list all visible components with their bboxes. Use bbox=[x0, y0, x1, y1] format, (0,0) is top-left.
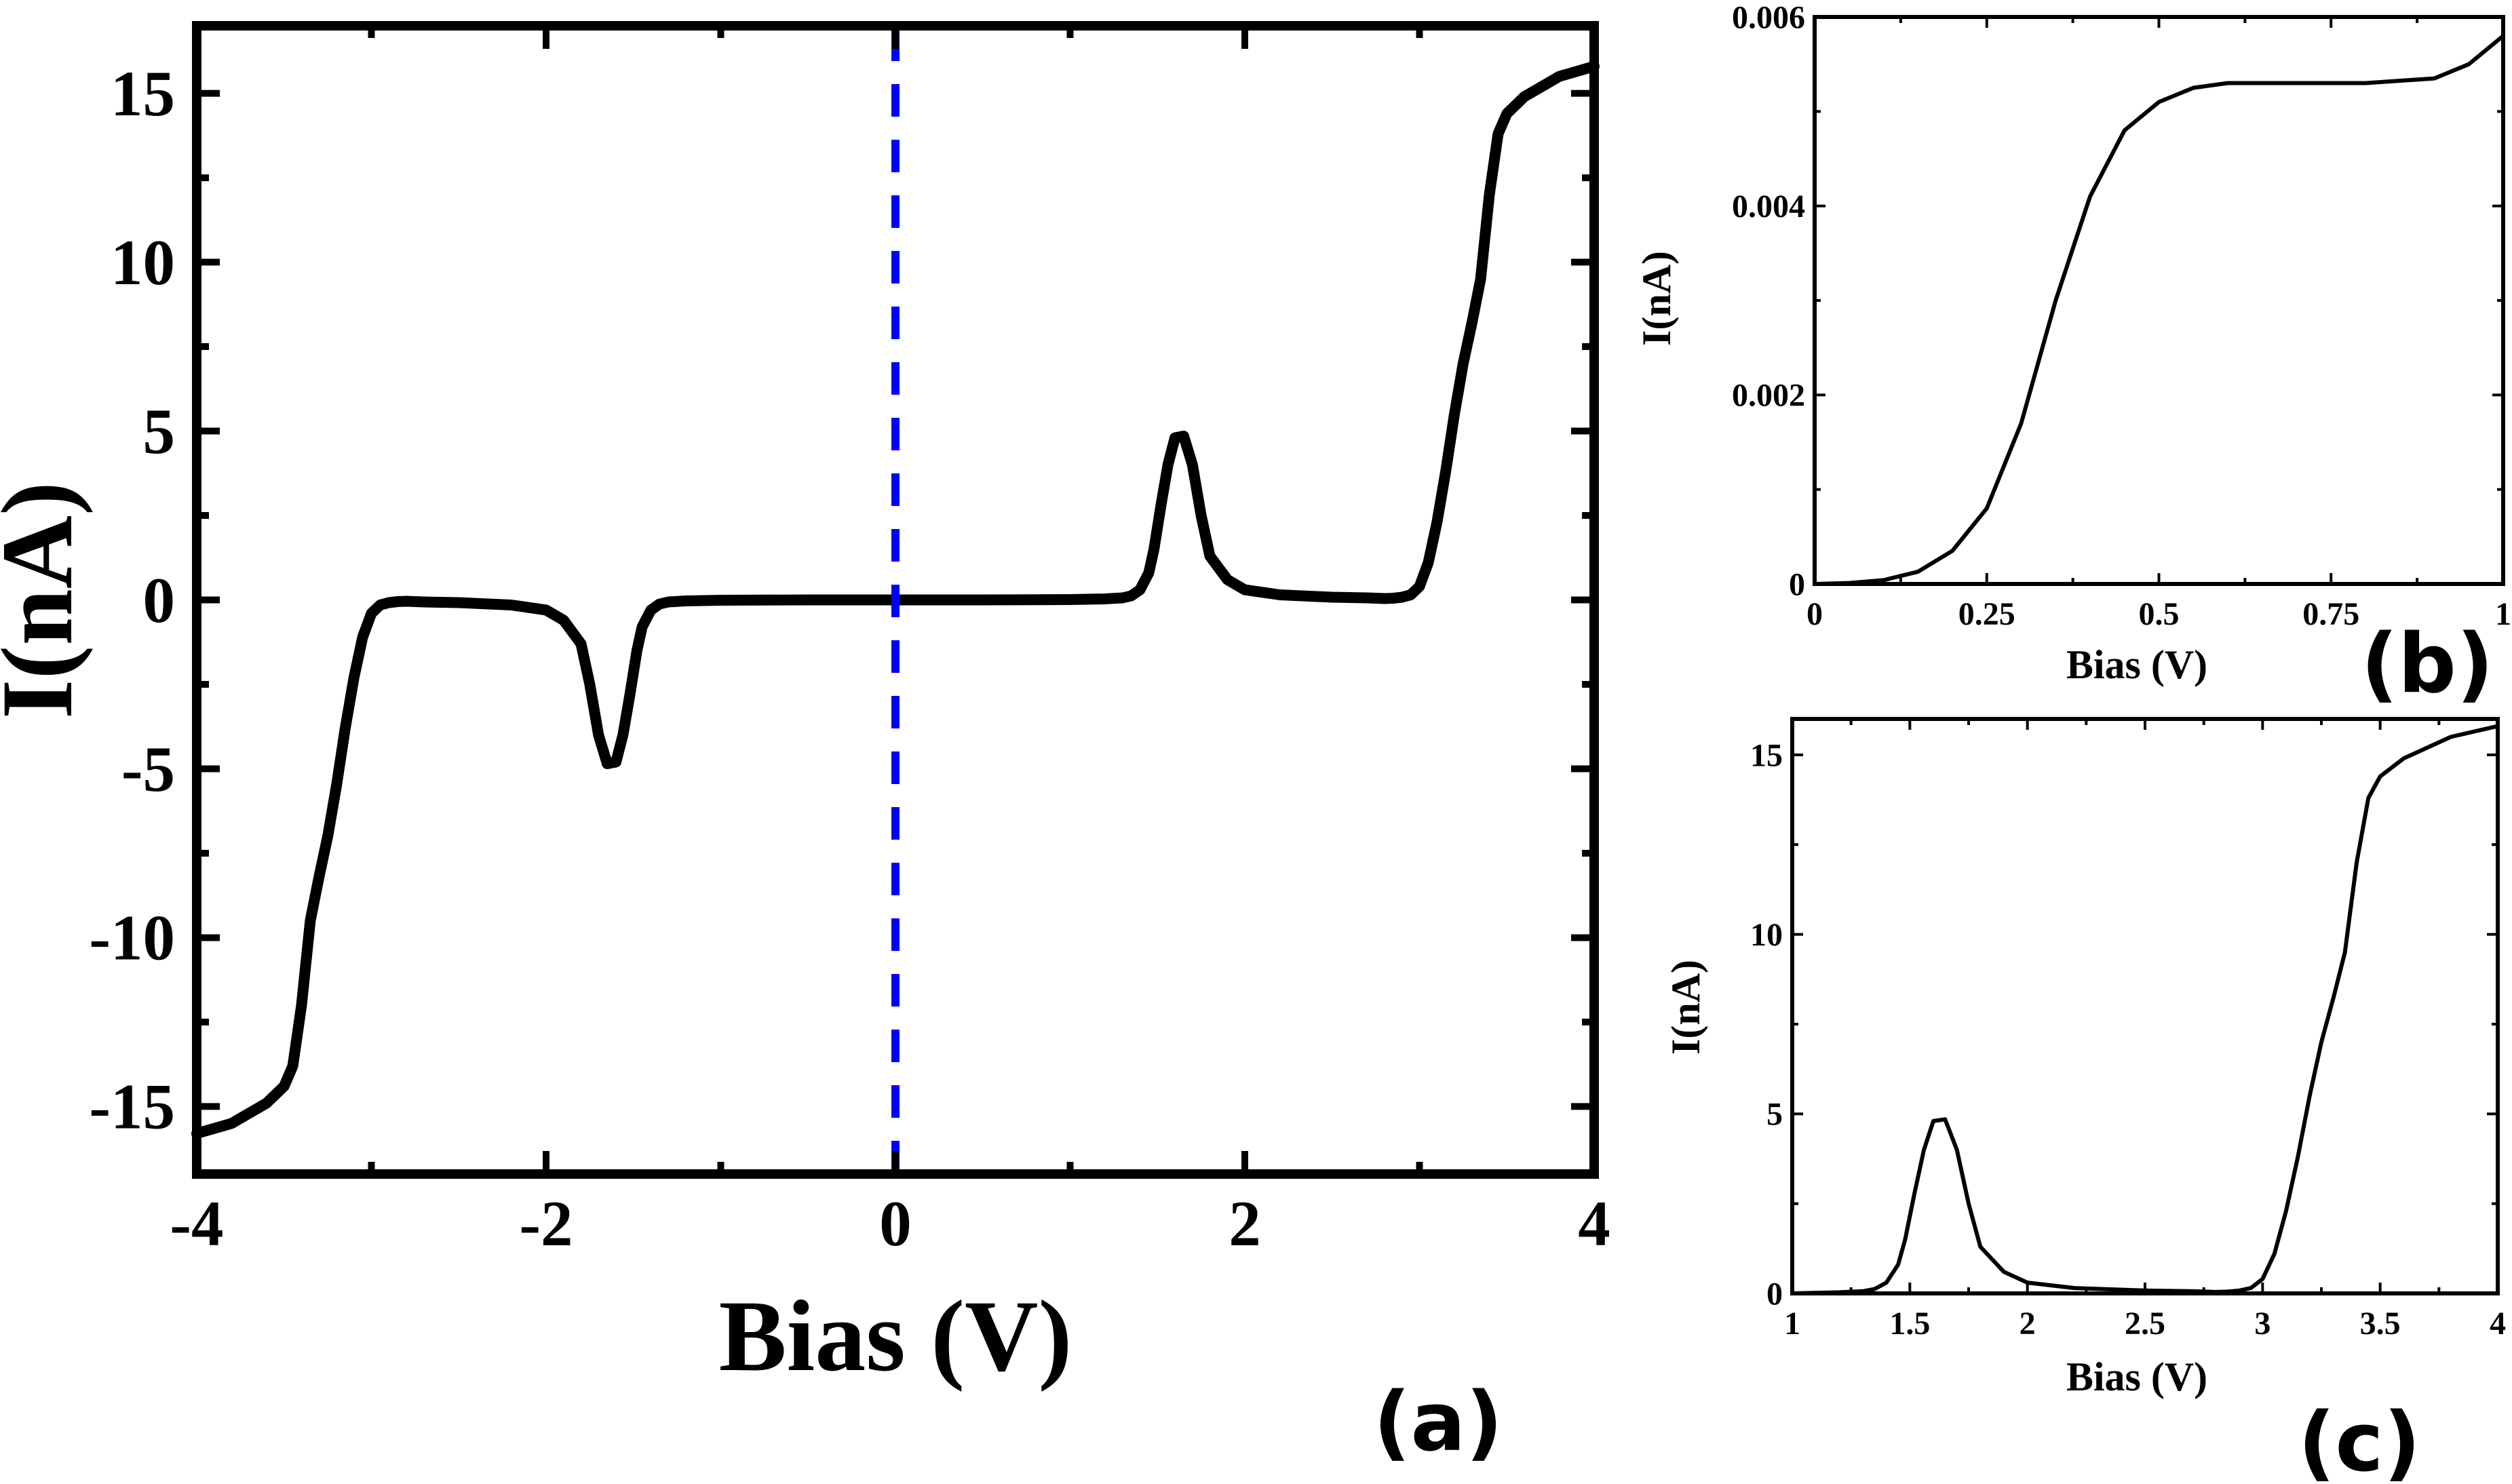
panel-c-frame bbox=[1790, 717, 2500, 1295]
panel-c-ytick-label: 10 bbox=[1750, 917, 1783, 953]
panel-a-xlabel: Bias (V) bbox=[719, 1280, 1073, 1392]
panel-c-xtick-label: 2.5 bbox=[2125, 1306, 2165, 1342]
panel-b-ytick-label: 0 bbox=[1789, 566, 1805, 602]
panel-b-ytick-label: 0.004 bbox=[1732, 189, 1805, 224]
panel-a-ytick-label: 0 bbox=[143, 564, 176, 636]
panel-a-ytick-label: 5 bbox=[143, 395, 176, 467]
panel-a-xtick-label: 4 bbox=[1578, 1188, 1610, 1260]
panel-c-label: (c) bbox=[2298, 1396, 2421, 1484]
panel-b: 0 0.25 0.5 0.75 1 0 0.002 0.004 0.006 Bias (V) I… bbox=[1634, 0, 2511, 711]
panel-c-xtick-label: 3 bbox=[2254, 1306, 2271, 1342]
panel-a-xtick-label: -4 bbox=[170, 1188, 223, 1260]
panel-a-ylabel: I(nA) bbox=[0, 482, 94, 719]
panel-a-ytick-label: -10 bbox=[89, 902, 175, 974]
panel-b-ylabel: I(nA) bbox=[1634, 251, 1679, 346]
panel-b-xtick-label: 0.5 bbox=[2139, 596, 2180, 632]
panel-b-series-line bbox=[1813, 33, 2505, 586]
panel-a-ytick-label: -5 bbox=[121, 733, 175, 805]
panel-b-frame bbox=[1813, 15, 2505, 586]
panel-a-frame bbox=[192, 21, 1599, 1179]
panel-c: 1 1.5 2 2.5 3 3.5 4 0 5 10 15 Bias (V) I(nA) (c) bbox=[1663, 717, 2506, 1484]
panel-b-xtick-label: 0.75 bbox=[2302, 596, 2359, 632]
panel-c-xtick-label: 1.5 bbox=[1889, 1306, 1930, 1342]
panel-b-xtick-label: 0.25 bbox=[1958, 596, 2015, 632]
panel-c-xtick-label: 1 bbox=[1784, 1306, 1800, 1342]
panel-c-series-line bbox=[1790, 724, 2500, 1295]
panel-b-xlabel: Bias (V) bbox=[2066, 642, 2207, 687]
panel-c-ylabel: I(nA) bbox=[1663, 960, 1708, 1055]
panel-a-label: (a) bbox=[1374, 1375, 1503, 1470]
panel-a: -4 -2 0 2 4 -15 -10 -5 0 5 10 15 Bias (V) I(nA) (a) bbox=[0, 21, 1610, 1470]
panel-a-xtick-label: 0 bbox=[879, 1188, 912, 1260]
panel-c-ytick-label: 15 bbox=[1750, 737, 1783, 773]
panel-c-xtick-label: 2 bbox=[2020, 1306, 2036, 1342]
panel-a-ytick-label: -15 bbox=[89, 1071, 175, 1143]
panel-b-xtick-label: 1 bbox=[2495, 596, 2511, 632]
panel-b-ytick-label: 0.002 bbox=[1732, 378, 1805, 414]
panel-c-xtick-label: 4 bbox=[2490, 1306, 2506, 1342]
panel-c-ytick-label: 5 bbox=[1766, 1097, 1783, 1133]
panel-b-xtick-label: 0 bbox=[1806, 596, 1823, 632]
panel-a-xtick-label: 2 bbox=[1229, 1188, 1261, 1260]
panel-c-xlabel: Bias (V) bbox=[2066, 1354, 2207, 1399]
panel-a-ytick-label: 10 bbox=[111, 227, 175, 298]
panel-b-ytick-label: 0.006 bbox=[1732, 0, 1805, 35]
panel-b-label: (b) bbox=[2361, 617, 2494, 711]
panel-c-ytick-label: 0 bbox=[1766, 1276, 1783, 1312]
panel-a-xtick-label: -2 bbox=[519, 1188, 573, 1260]
panel-c-xtick-label: 3.5 bbox=[2360, 1306, 2401, 1342]
panel-a-ytick-label: 15 bbox=[111, 58, 175, 130]
